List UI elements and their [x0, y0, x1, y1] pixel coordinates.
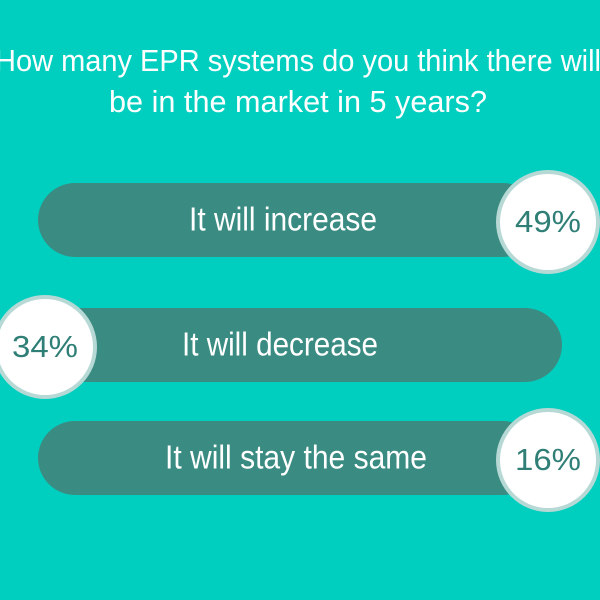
percent-badge-inner [500, 412, 596, 508]
option-bar [38, 183, 540, 257]
option-label: It will decrease [182, 326, 378, 363]
title-line: How many EPR systems do you think there … [0, 43, 600, 78]
option-label: It will stay the same [165, 439, 427, 476]
percent-value: 49% [515, 204, 581, 239]
option-label: It will increase [189, 201, 377, 238]
percent-value: 34% [12, 329, 78, 364]
percent-badge-inner [0, 299, 93, 395]
option-bar [40, 308, 562, 382]
title-line: be in the market in 5 years? [109, 84, 487, 119]
percent-badge-inner [500, 174, 596, 270]
options: It will increase 49% It will decrease 34% It… [0, 170, 600, 512]
percent-value: 16% [515, 442, 581, 477]
option-bar [38, 421, 540, 495]
